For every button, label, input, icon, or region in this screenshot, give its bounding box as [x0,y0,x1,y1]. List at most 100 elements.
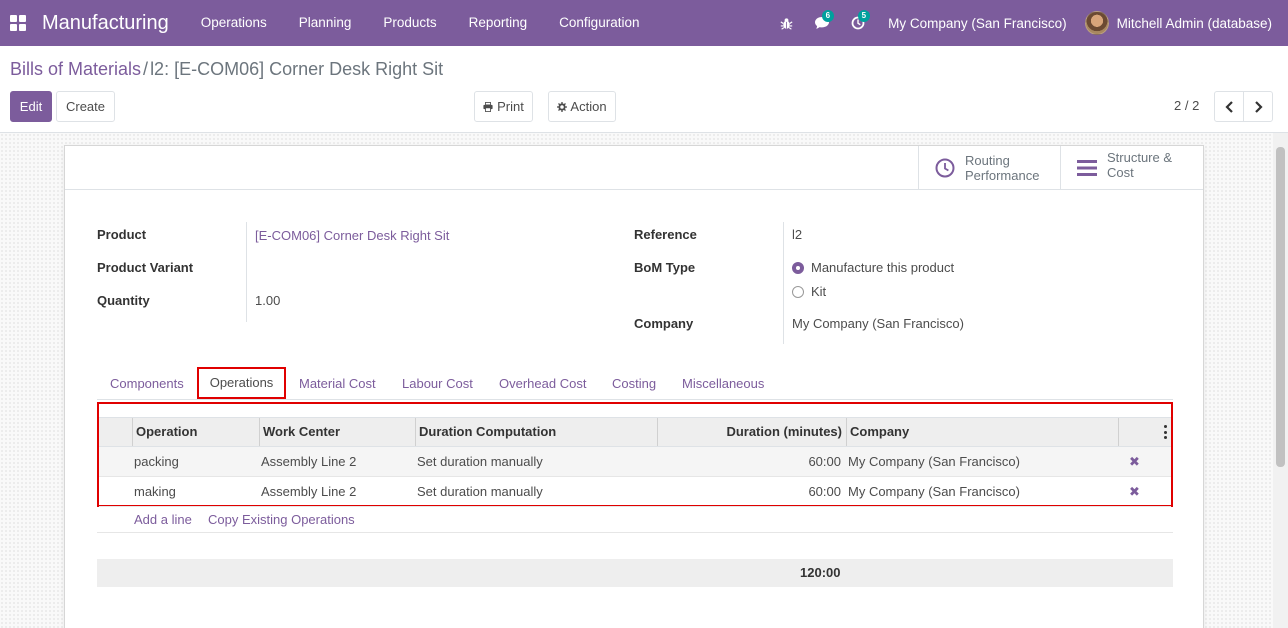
add-line-row: Add a line Copy Existing Operations [97,507,1173,533]
create-button[interactable]: Create [56,91,115,122]
column-duration-minutes[interactable]: Duration (minutes) [657,418,846,446]
structure-cost-button[interactable]: Structure & Cost [1060,146,1203,190]
bom-type-label: BoM Type [634,260,696,275]
reference-value[interactable]: l2 [792,227,803,242]
breadcrumb: Bills of Materials / l2: [E-COM06] Corner … [10,59,443,80]
reference-label: Reference [634,227,697,242]
bom-type-kit-label: Kit [811,284,827,299]
column-company[interactable]: Company [846,418,1118,446]
product-label: Product [97,227,147,242]
edit-button[interactable]: Edit [10,91,52,122]
messages-icon[interactable]: 6 [804,0,840,46]
table-row[interactable]: making Assembly Line 2 Set duration manu… [99,477,1171,507]
breadcrumb-bills-of-materials[interactable]: Bills of Materials [10,59,142,79]
breadcrumb-separator: / [143,59,149,79]
delete-row-icon[interactable]: ✖ [1129,454,1140,469]
action-button[interactable]: Action [548,91,616,122]
row-operation: making [134,484,176,499]
row-duration-computation: Set duration manually [417,454,543,469]
routing-performance-line2: Performance [965,168,1040,183]
menu-products[interactable]: Products [383,15,437,30]
company-label: Company [634,316,694,331]
print-label: Print [497,99,524,114]
chevron-left-icon [1224,100,1234,113]
row-duration: 60:00 [808,454,841,469]
company-value[interactable]: My Company (San Francisco) [792,316,964,331]
bom-type-kit-radio[interactable]: Kit [792,284,826,299]
tab-overhead-cost[interactable]: Overhead Cost [499,376,587,391]
pager-previous-button[interactable] [1214,91,1244,122]
table-row[interactable]: packing Assembly Line 2 Set duration man… [99,447,1171,477]
row-work-center: Assembly Line 2 [261,484,357,499]
menu-operations[interactable]: Operations [200,15,267,30]
structure-cost-label: Structure & Cost [1107,150,1172,180]
product-value[interactable]: [E-COM06] Corner Desk Right Sit [255,228,450,243]
routing-performance-label: Routing Performance [965,153,1039,183]
tab-material-cost[interactable]: Material Cost [299,376,376,391]
messages-badge: 6 [821,10,835,22]
user-menu[interactable]: Mitchell Admin (database) [1084,11,1288,35]
structure-cost-line1: Structure & [1107,150,1173,165]
tab-costing[interactable]: Costing [612,376,657,391]
debug-bug-icon[interactable] [768,0,804,46]
tab-components[interactable]: Components [110,376,184,391]
product-variant-label: Product Variant [97,260,194,275]
bom-type-manufacture-radio[interactable]: Manufacture this product [792,260,954,275]
activities-clock-icon[interactable]: 5 [840,0,876,46]
radio-unchecked-icon [792,285,804,298]
copy-existing-operations-link[interactable]: Copy Existing Operations [208,512,355,527]
total-duration: 120:00 [800,565,841,580]
left-group-divider [246,222,247,322]
apps-menu-icon[interactable] [0,0,36,46]
vertical-scrollbar[interactable] [1273,133,1288,628]
pager-value[interactable]: 2 / 2 [1174,98,1200,113]
pager-next-button[interactable] [1243,91,1273,122]
breadcrumb-current-record: l2: [E-COM06] Corner Desk Right Sit [150,59,444,79]
column-operation[interactable]: Operation [132,418,259,446]
operations-list: Operation Work Center Duration Computati… [97,402,1173,507]
chevron-right-icon [1254,100,1263,113]
action-label: Action [570,99,607,114]
structure-cost-line2: Cost [1107,165,1134,180]
activities-badge: 5 [857,10,871,22]
form-sheet: Routing Performance Structure & Cost Pro… [64,145,1204,628]
row-company: My Company (San Francisco) [848,454,1020,469]
quantity-value[interactable]: 1.00 [255,293,281,308]
form-content-area: Routing Performance Structure & Cost Pro… [0,133,1288,628]
company-switcher[interactable]: My Company (San Francisco) [888,15,1067,31]
list-footer-total: 120:00 [97,559,1173,587]
row-operation: packing [134,454,179,469]
print-icon [483,101,493,112]
quantity-label: Quantity [97,293,150,308]
menu-planning[interactable]: Planning [298,15,352,30]
tab-labour-cost[interactable]: Labour Cost [402,376,473,391]
gear-icon [557,101,568,112]
control-panel: Bills of Materials / l2: [E-COM06] Corner … [0,46,1288,133]
user-name: Mitchell Admin (database) [1116,15,1272,31]
routing-performance-button[interactable]: Routing Performance [918,146,1060,190]
row-duration: 60:00 [808,484,841,499]
add-a-line-link[interactable]: Add a line [134,512,192,527]
clock-icon [935,158,955,178]
app-title[interactable]: Manufacturing [42,11,169,34]
print-button[interactable]: Print [474,91,533,122]
delete-row-icon[interactable]: ✖ [1129,484,1140,499]
row-duration-computation: Set duration manually [417,484,543,499]
bars-icon [1077,159,1097,177]
avatar [1084,11,1109,35]
row-work-center: Assembly Line 2 [261,454,357,469]
notebook-tabs: Components Operations Material Cost Labo… [97,367,1173,400]
bom-type-manufacture-label: Manufacture this product [811,260,955,275]
row-company: My Company (San Francisco) [848,484,1020,499]
menu-configuration[interactable]: Configuration [559,15,640,30]
routing-performance-line1: Routing [965,153,1010,168]
column-duration-computation[interactable]: Duration Computation [415,418,657,446]
menu-reporting[interactable]: Reporting [468,15,528,30]
smart-button-box: Routing Performance Structure & Cost [65,146,1203,190]
column-options-icon[interactable] [1164,425,1167,439]
column-actions [1118,418,1171,446]
scrollbar-thumb[interactable] [1276,147,1285,467]
tab-operations[interactable]: Operations [197,367,286,399]
tab-miscellaneous[interactable]: Miscellaneous [682,376,765,391]
column-work-center[interactable]: Work Center [259,418,415,446]
